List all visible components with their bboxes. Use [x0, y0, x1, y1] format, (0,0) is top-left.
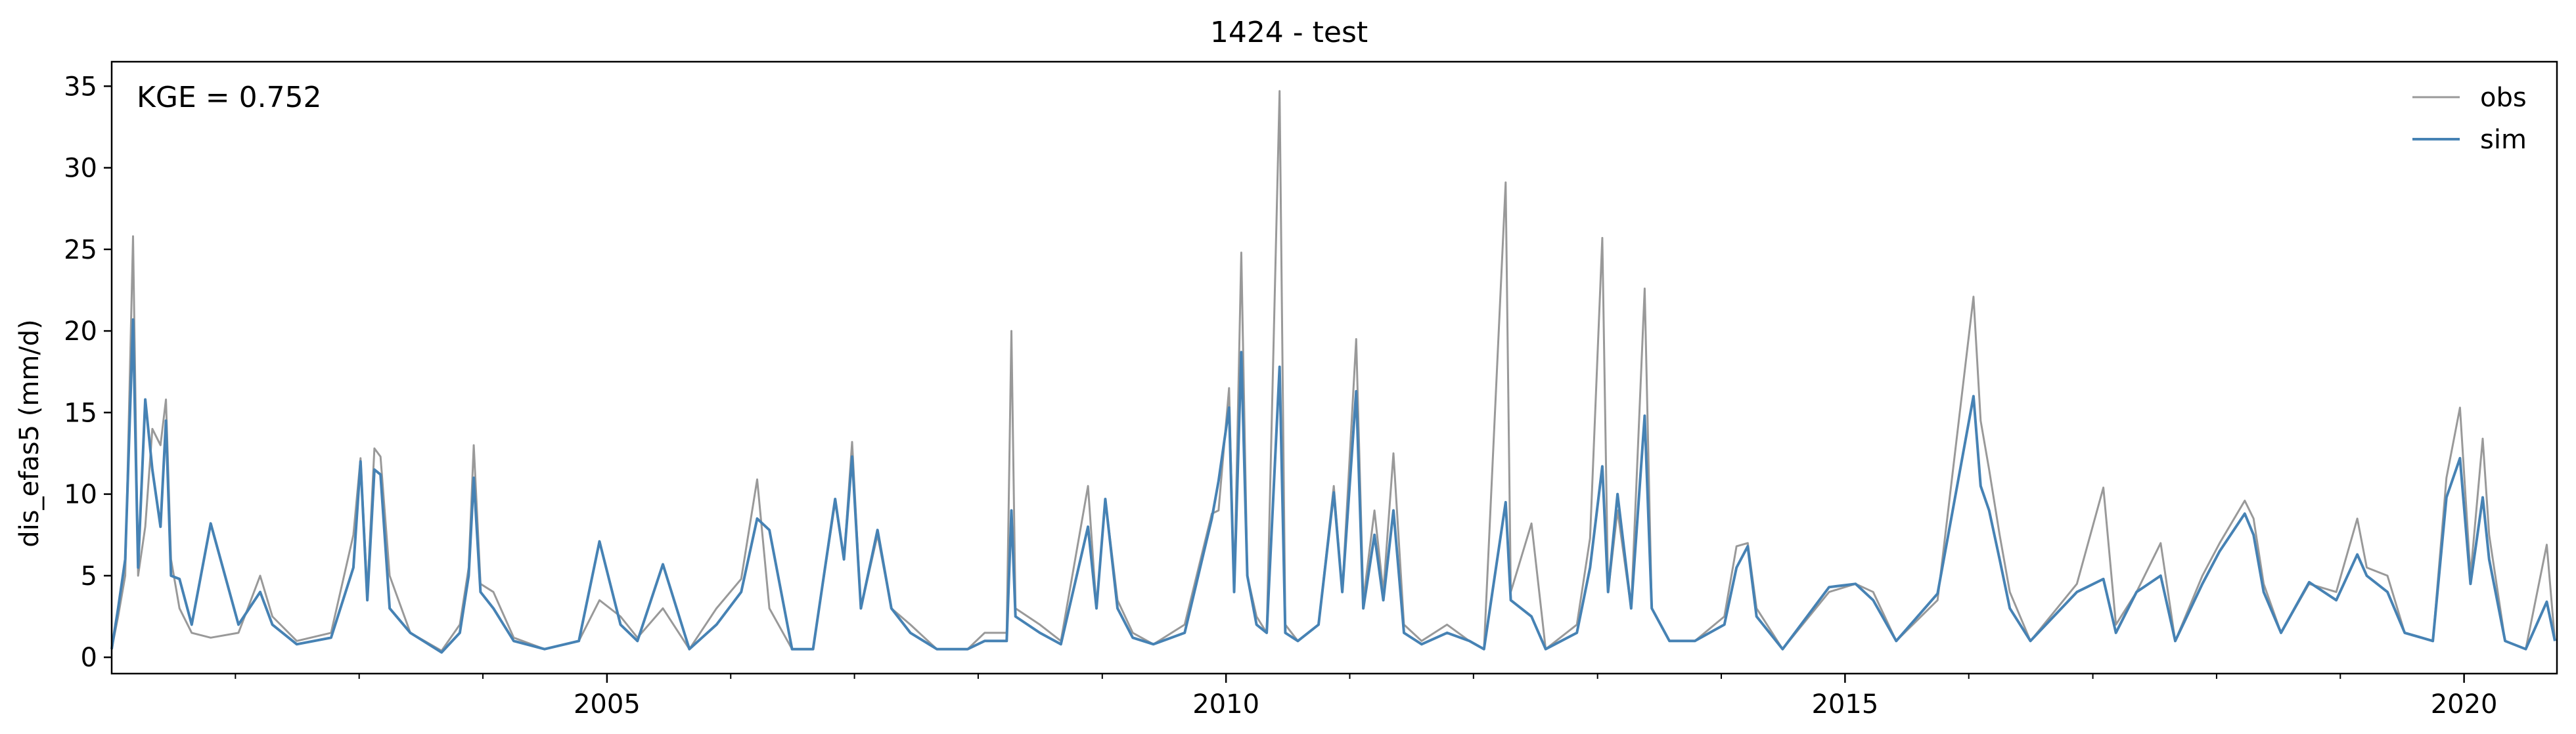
y-tick-label: 30	[64, 154, 97, 184]
y-tick-label: 10	[64, 480, 97, 510]
y-tick-label: 35	[64, 72, 97, 102]
x-tick-label: 2010	[1192, 689, 1259, 720]
y-tick-label: 15	[64, 398, 97, 428]
series-layer	[110, 90, 2556, 654]
y-axis: 0 5 10 15 20 25 30 35	[64, 72, 112, 673]
y-tick-label: 20	[64, 316, 97, 347]
kge-annotation: KGE = 0.752	[137, 81, 322, 114]
y-axis-label: dis_efas5 (mm/d)	[14, 319, 45, 548]
series-line-sim	[110, 318, 2556, 654]
chart-title: 1424 - test	[1210, 16, 1368, 49]
x-axis: 2005 2010 2015 2020	[235, 674, 2498, 720]
y-tick-label: 5	[81, 561, 97, 592]
legend: obs sim	[2412, 83, 2527, 155]
legend-label-obs: obs	[2480, 83, 2527, 113]
plot-area	[110, 60, 2558, 675]
y-tick-label: 0	[81, 643, 97, 673]
x-tick-label: 2020	[2431, 689, 2498, 720]
x-tick-label: 2015	[1811, 689, 1878, 720]
y-tick-label: 25	[64, 235, 97, 265]
x-tick-label: 2005	[574, 689, 641, 720]
legend-label-sim: sim	[2480, 125, 2527, 155]
plot-frame	[110, 60, 2558, 675]
